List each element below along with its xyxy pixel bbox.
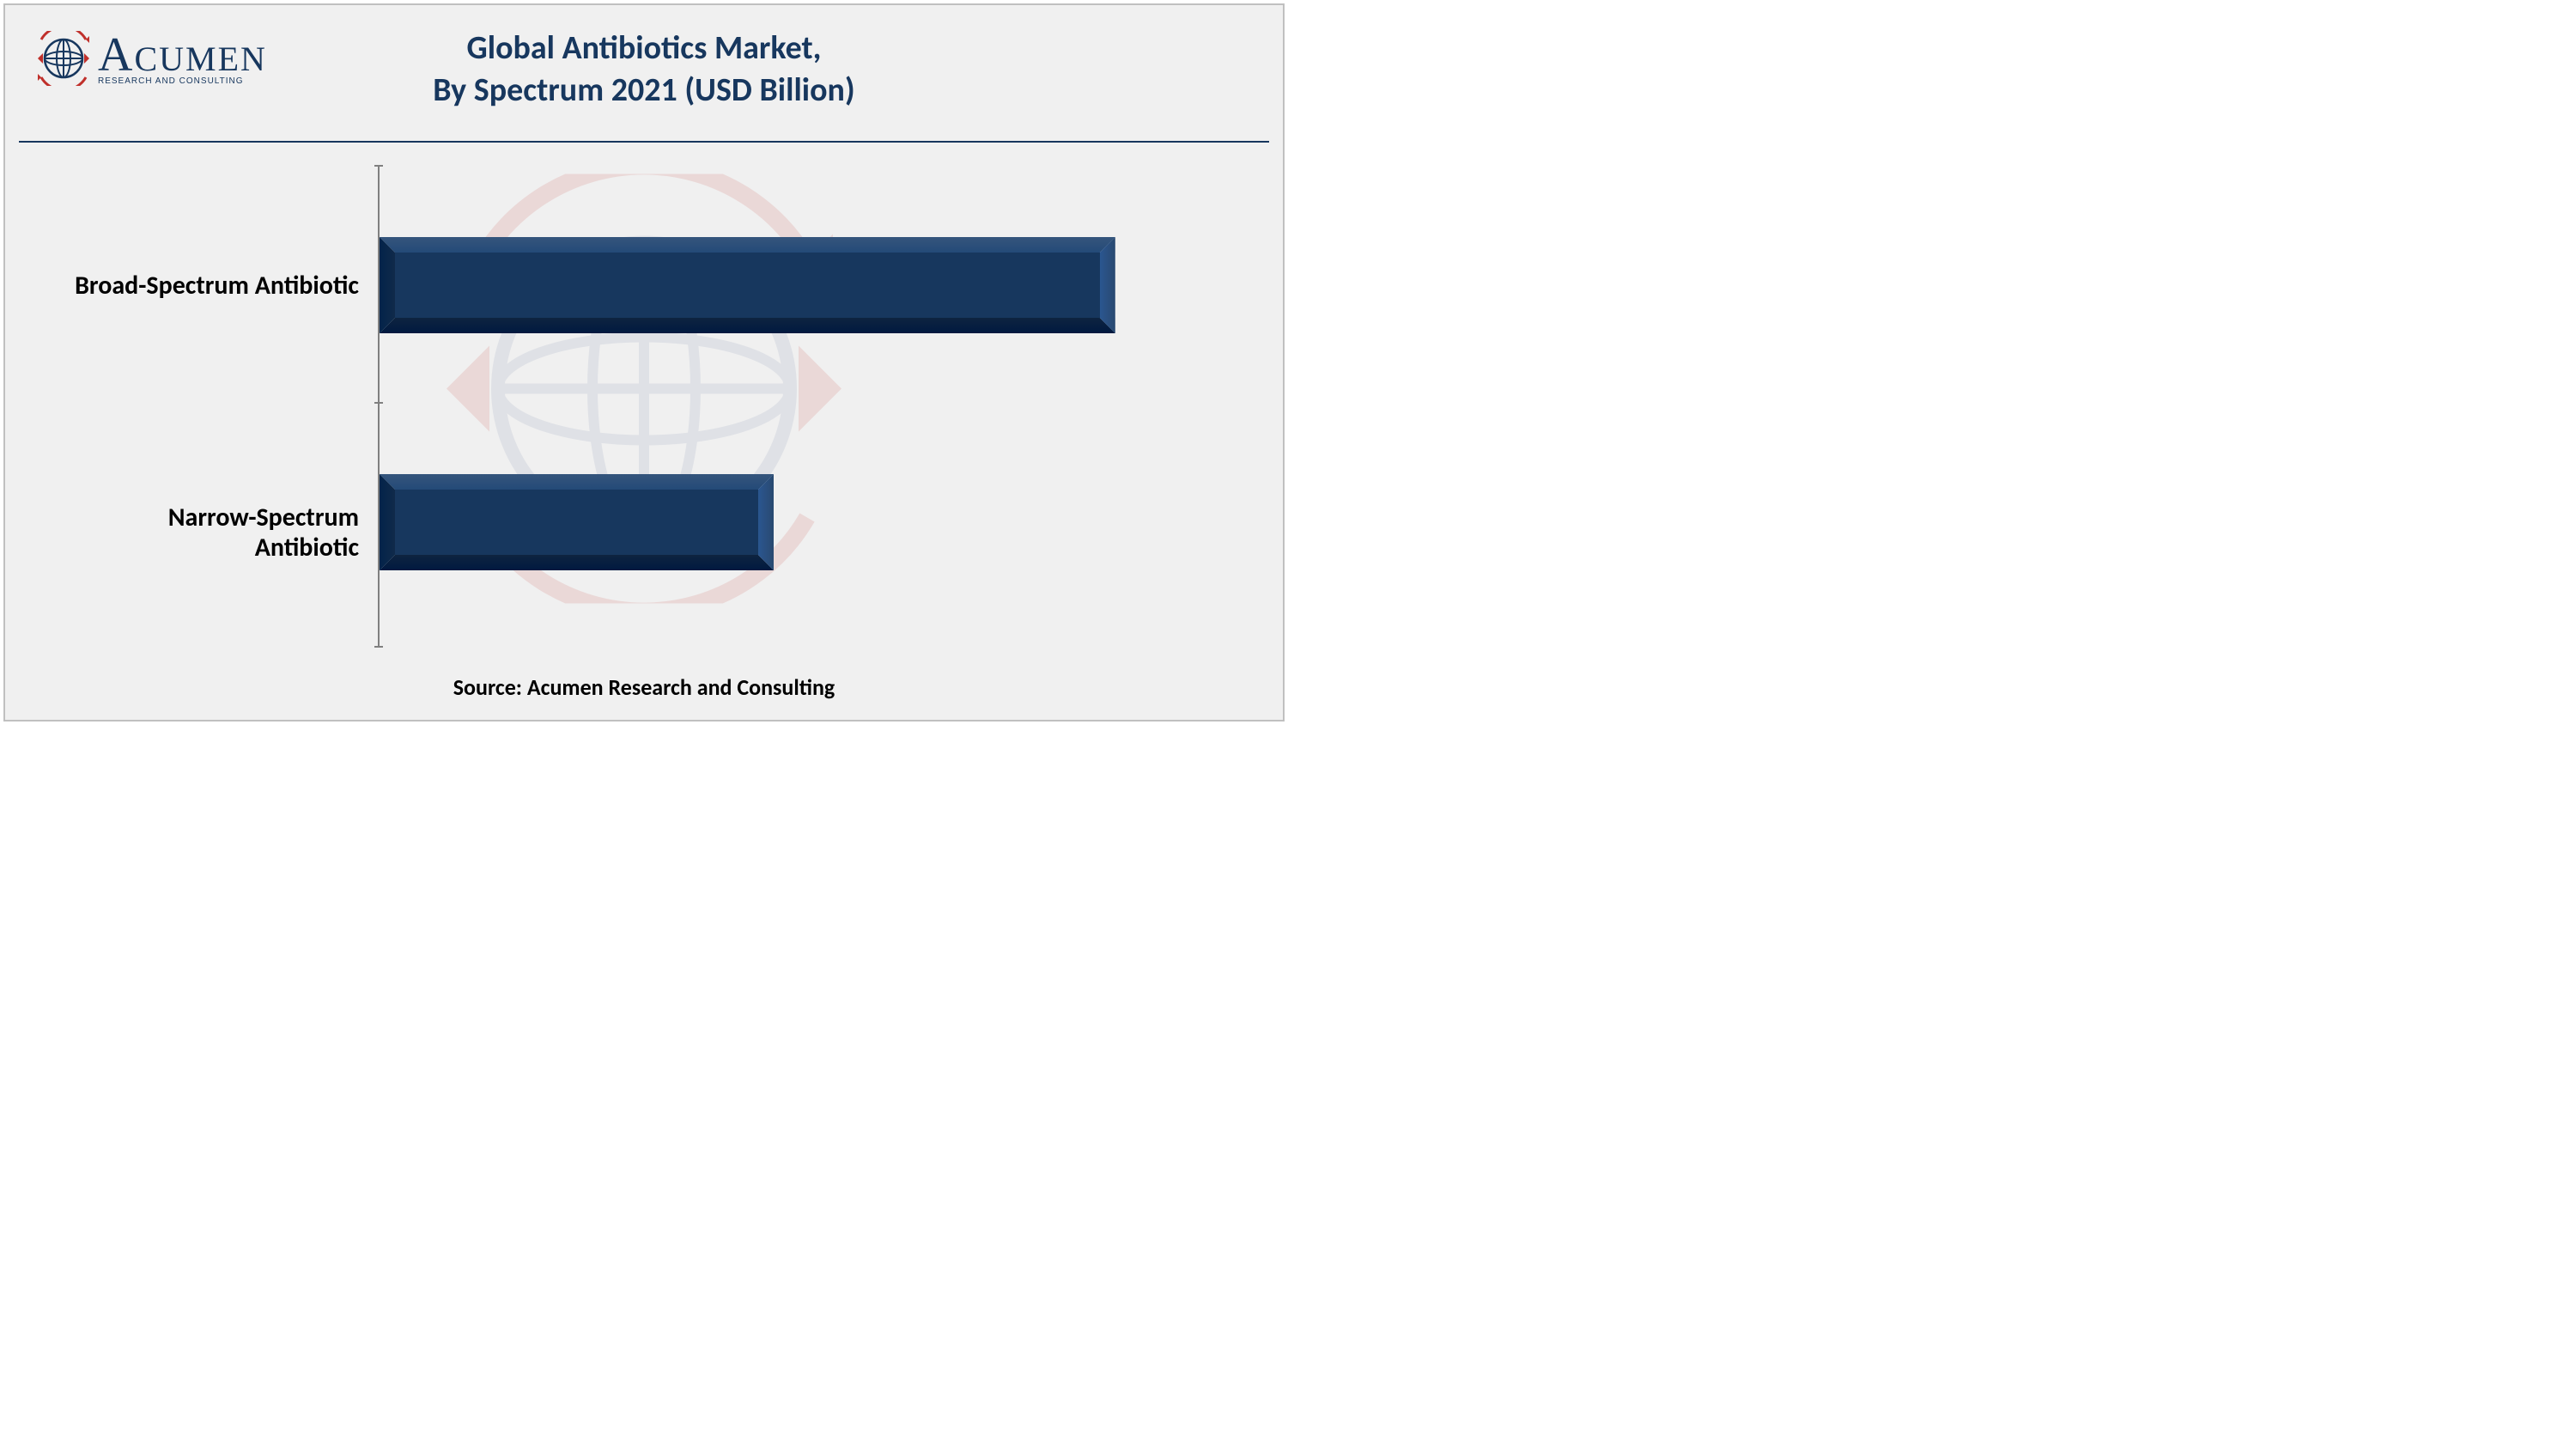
bar-bevel-right bbox=[1100, 237, 1115, 333]
chart-title: Global Antibiotics Market, By Spectrum 2… bbox=[10, 27, 1278, 113]
bar-1 bbox=[380, 474, 774, 570]
title-line-1: Global Antibiotics Market, bbox=[10, 27, 1278, 70]
axis-tick bbox=[374, 402, 383, 404]
chart-inner: ACUMEN RESEARCH AND CONSULTING Global An… bbox=[10, 10, 1278, 715]
axis-tick bbox=[374, 646, 383, 648]
category-label-1: Narrow-SpectrumAntibiotic bbox=[27, 503, 371, 563]
bar-bevel-top bbox=[380, 474, 774, 490]
bar-3d bbox=[380, 474, 774, 570]
bar-bevel-left bbox=[380, 474, 395, 570]
chart-frame: ACUMEN RESEARCH AND CONSULTING Global An… bbox=[3, 3, 1285, 721]
bar-face bbox=[395, 490, 758, 555]
axis-tick bbox=[374, 165, 383, 167]
bar-bevel-right bbox=[758, 474, 774, 570]
bar-3d bbox=[380, 237, 1115, 333]
bar-bevel-left bbox=[380, 237, 395, 333]
title-line-2: By Spectrum 2021 (USD Billion) bbox=[10, 70, 1278, 112]
bar-bevel-bottom bbox=[380, 555, 774, 570]
bar-bevel-bottom bbox=[380, 318, 1115, 333]
bar-chart: Broad-Spectrum Antibiotic Narrow-Spectru… bbox=[27, 165, 1243, 646]
bar-bevel-top bbox=[380, 237, 1115, 253]
title-rule bbox=[19, 141, 1269, 143]
source-text: Source: Acumen Research and Consulting bbox=[10, 673, 1278, 701]
category-label-0: Broad-Spectrum Antibiotic bbox=[27, 271, 371, 301]
bar-face bbox=[395, 253, 1100, 318]
bar-0 bbox=[380, 237, 1115, 333]
